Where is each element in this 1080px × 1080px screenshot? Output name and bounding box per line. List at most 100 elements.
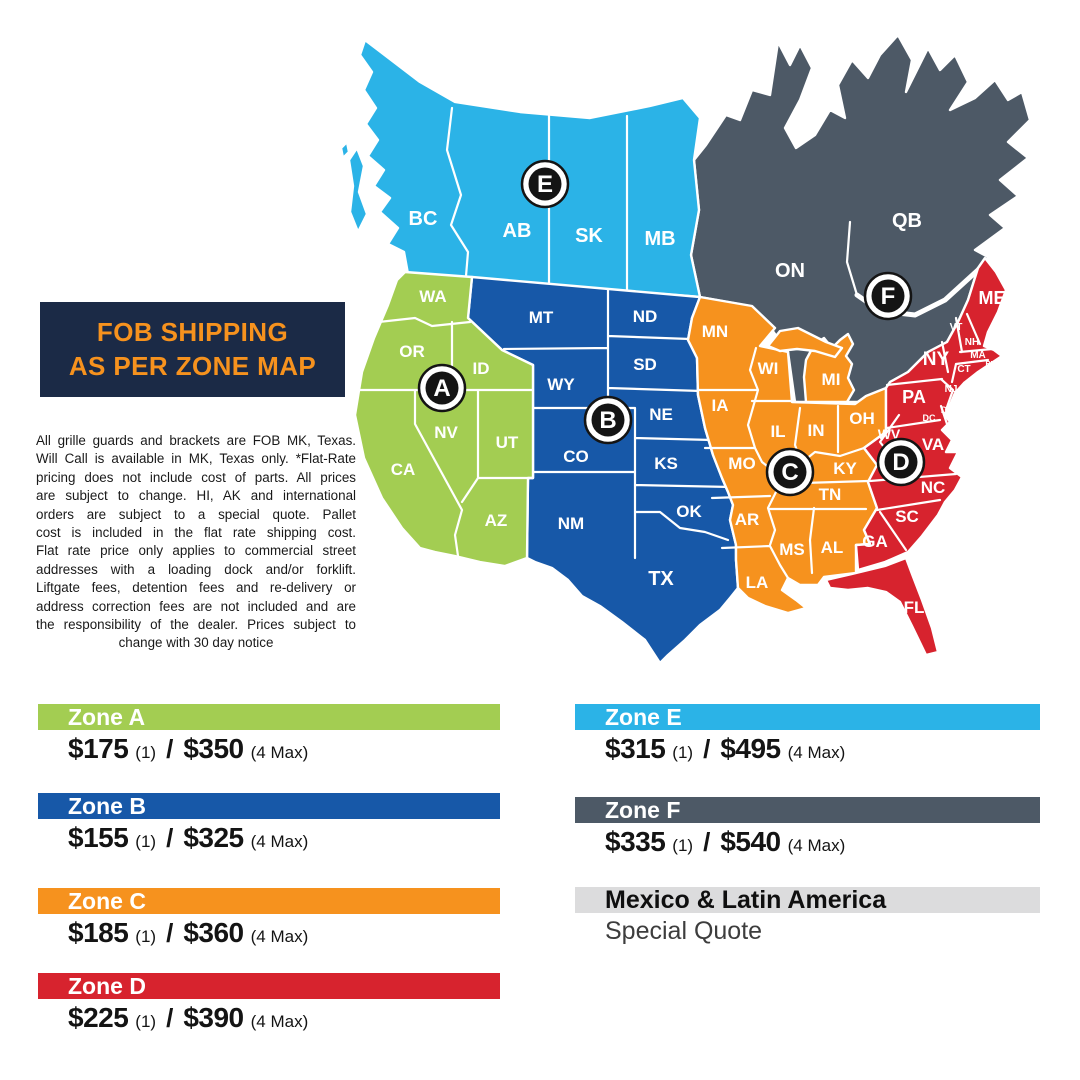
zone-marker-d-letter: D [892,449,909,476]
mexico-latin-america-bar: Mexico & Latin America [575,887,1040,913]
zone-b-bar: Zone B [38,793,500,819]
note-line: pricing does not include cost of parts. … [36,469,356,485]
state-label-oh: OH [849,409,875,428]
state-label-va: VA [922,435,944,454]
zone-e-price: $315 (1) / $495 (4 Max) [575,733,845,765]
state-label-ri: RI [986,361,993,368]
zone-b-single-price: $155 [68,822,129,853]
price-separator: / [703,734,711,764]
price-separator: / [166,734,174,764]
state-label-dc: DC [923,413,936,423]
province-label-on: ON [775,260,805,282]
zone-b-price: $155 (1) / $325 (4 Max) [38,822,308,854]
zone-a-max-qty: (4 Max) [250,743,309,762]
florida-region [824,556,940,657]
zone-a-price: $175 (1) / $350 (4 Max) [38,733,308,765]
state-label-mn: MN [702,322,728,341]
note-line: addresses with a loading dock and/or for… [36,561,356,577]
state-label-mt: MT [529,308,554,327]
state-label-vt: VT [950,322,963,333]
note-line: Flat rate price only applies to commerci… [36,543,356,559]
special-quote-note: Special Quote [605,917,763,945]
zone-c-bar: Zone C [38,888,500,914]
ontario-quebec-border [845,220,859,297]
note-line: are subject to change. HI, AK and intern… [36,488,356,504]
zone-d-region [854,256,1008,572]
zone-c-max-price: $360 [183,917,244,948]
province-label-mb: MB [644,228,675,250]
state-label-ia: IA [712,396,729,415]
state-label-ky: KY [833,459,857,478]
zone-a-single-qty: (1) [135,743,157,762]
mexico-latin-america-pricing: Mexico & Latin America Special Quote [575,887,1040,946]
title-banner: FOB SHIPPING AS PER ZONE MAP [40,302,345,397]
state-label-nj: NJ [945,384,958,395]
state-label-wv: WV [878,426,901,442]
state-label-nc: NC [921,478,946,497]
zone-e-pricing: Zone E $315 (1) / $495 (4 Max) [575,704,1040,765]
zone-f-pricing: Zone F $335 (1) / $540 (4 Max) [575,797,1040,858]
mexico-latin-america-label: Mexico & Latin America [605,886,887,914]
state-label-ny: NY [923,349,950,370]
vancouver-island [347,146,369,234]
zone-marker-c-letter: C [781,459,798,486]
state-label-al: AL [821,538,844,557]
zone-b-label: Zone B [68,793,146,819]
state-label-ok: OK [676,502,702,521]
state-label-nm: NM [558,514,584,533]
zone-d-bar: Zone D [38,973,500,999]
price-separator: / [703,827,711,857]
zone-b-pricing: Zone B $155 (1) / $325 (4 Max) [38,793,500,854]
zone-c-max-qty: (4 Max) [250,927,309,946]
state-label-ca: CA [391,460,416,479]
zone-marker-a-letter: A [433,375,450,402]
zone-e-single-price: $315 [605,733,666,764]
zone-marker-b-letter: B [599,407,616,434]
zone-f-single-price: $335 [605,826,666,857]
zone-f-label: Zone F [605,797,681,823]
zone-c-pricing: Zone C $185 (1) / $360 (4 Max) [38,888,500,949]
zone-f-price: $335 (1) / $540 (4 Max) [575,826,845,858]
note-line: change with 30 day notice [118,635,274,651]
state-label-id: ID [473,359,490,378]
zone-a-bar: Zone A [38,704,500,730]
note-line: All grille guards and brackets are FOB M… [36,433,356,448]
state-label-nd: ND [633,307,658,326]
state-label-il: IL [770,422,785,441]
zone-marker-f-letter: F [881,283,896,310]
zone-marker-d: D [876,437,926,487]
title-line-2: AS PER ZONE MAP [68,350,317,381]
zone-c-single-price: $185 [68,917,129,948]
zone-f-single-qty: (1) [672,836,694,855]
zone-d-max-price: $390 [183,1002,244,1033]
state-label-sc: SC [895,507,919,526]
note-line: orders are subject to a special quote. P… [36,506,356,522]
state-label-ms: MS [779,540,805,559]
state-label-me: ME [979,288,1006,308]
price-separator: / [166,823,174,853]
province-label-bc: BC [409,208,438,230]
note-line: Will Call is available in MK, Texas only… [36,451,356,467]
zone-marker-a: A [417,363,467,413]
zone-d-pricing: Zone D $225 (1) / $390 (4 Max) [38,973,500,1034]
state-label-az: AZ [485,511,508,530]
zone-a-max-price: $350 [183,733,244,764]
province-label-sk: SK [575,225,603,247]
zone-marker-b: B [583,395,633,445]
zone-a-label: Zone A [68,704,146,730]
zone-d-price: $225 (1) / $390 (4 Max) [38,1002,308,1034]
zone-e-bar: Zone E [575,704,1040,730]
state-label-tx: TX [648,568,674,590]
zone-d-max-qty: (4 Max) [250,1012,309,1031]
zone-marker-c: C [765,447,815,497]
price-separator: / [166,1003,174,1033]
state-label-ne: NE [649,405,673,424]
state-label-ar: AR [735,510,760,529]
state-label-mi: MI [822,370,841,389]
note-line: cost is included in the flat rate shippi… [36,525,356,541]
zone-a-region [353,270,535,568]
zone-e-max-price: $495 [720,733,781,764]
state-label-wy: WY [547,375,575,394]
state-label-sd: SD [633,355,657,374]
